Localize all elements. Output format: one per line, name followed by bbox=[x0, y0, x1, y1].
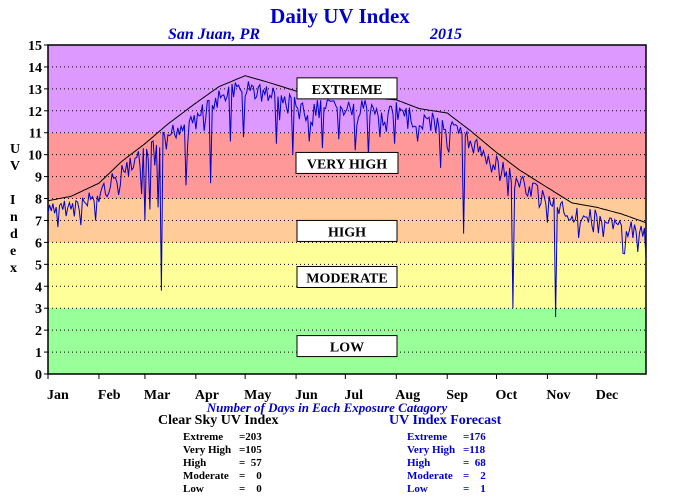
band-label-high: HIGH bbox=[328, 225, 366, 240]
forecast-heading: UV Index Forecast bbox=[389, 413, 502, 428]
y-tick-label: 3 bbox=[35, 302, 42, 317]
stat-value: = 1 bbox=[463, 483, 486, 495]
month-label: Aug bbox=[395, 388, 420, 403]
stat-value: = 2 bbox=[463, 470, 486, 482]
y-axis-label-letter: e bbox=[10, 244, 17, 259]
stat-row: Extreme =176 bbox=[407, 431, 486, 444]
stat-value: = 68 bbox=[463, 457, 486, 469]
y-tick-label: 11 bbox=[29, 127, 42, 142]
stat-value: =118 bbox=[463, 444, 486, 456]
y-axis-label-letter: n bbox=[10, 210, 18, 225]
y-axis-label-letter: U bbox=[10, 142, 21, 157]
stat-row: Moderate = 0 bbox=[183, 470, 262, 483]
clear-sky-stats: Extreme =203 Very High =105 High = 57 Moderate… bbox=[183, 431, 262, 496]
band-label-extreme: EXTREME bbox=[312, 83, 383, 98]
stat-label: High bbox=[183, 457, 207, 469]
stat-value: = 0 bbox=[239, 483, 262, 495]
stat-label: High bbox=[407, 457, 431, 469]
y-tick-label: 5 bbox=[35, 258, 42, 273]
month-label: Jul bbox=[344, 388, 363, 403]
band-label-box bbox=[296, 219, 398, 242]
month-label: Mar bbox=[144, 388, 170, 403]
y-tick-label: 8 bbox=[35, 193, 42, 208]
y-tick-label: 10 bbox=[28, 149, 42, 164]
y-axis-label-letter: x bbox=[10, 261, 17, 276]
y-tick-label: 15 bbox=[28, 39, 42, 54]
y-tick-label: 4 bbox=[35, 280, 42, 295]
y-tick-label: 13 bbox=[28, 83, 42, 98]
stat-label: Low bbox=[183, 483, 204, 495]
band-label-box bbox=[296, 265, 398, 288]
stat-row: Very High =118 bbox=[407, 444, 486, 457]
stat-value: = 57 bbox=[239, 457, 262, 469]
y-axis-label-letter: d bbox=[10, 227, 18, 242]
stat-value: =105 bbox=[239, 444, 262, 456]
month-label: Sep bbox=[446, 388, 468, 403]
month-label: Jun bbox=[295, 388, 318, 403]
stat-label: Extreme bbox=[407, 431, 448, 443]
month-label: Apr bbox=[195, 388, 219, 403]
band-label-box bbox=[295, 151, 399, 174]
month-label: May bbox=[244, 388, 271, 403]
stat-label: Very High bbox=[183, 444, 232, 456]
y-axis-label-letter: V bbox=[10, 159, 21, 174]
y-axis-label-letter: I bbox=[10, 193, 16, 208]
forecast-stats: Extreme =176 Very High =118 High = 68 Moderate… bbox=[407, 431, 486, 496]
stat-row: Low = 1 bbox=[407, 483, 486, 496]
clear-sky-heading: Clear Sky UV Index bbox=[158, 413, 279, 428]
y-tick-label: 6 bbox=[35, 236, 42, 251]
month-label: Feb bbox=[98, 388, 121, 403]
y-tick-label: 9 bbox=[35, 171, 42, 186]
chart-title: Daily UV Index bbox=[270, 4, 410, 28]
stat-row: Extreme =203 bbox=[183, 431, 262, 444]
month-label: Dec bbox=[596, 388, 619, 403]
band-label-moderate: MODERATE bbox=[306, 271, 387, 286]
y-tick-label: 7 bbox=[35, 214, 42, 229]
location-label: San Juan, PR bbox=[168, 26, 261, 43]
stat-row: Low = 0 bbox=[183, 483, 262, 496]
stat-value: = 0 bbox=[239, 470, 262, 482]
stat-label: Extreme bbox=[183, 431, 224, 443]
y-tick-label: 1 bbox=[35, 346, 42, 361]
stat-row: Very High =105 bbox=[183, 444, 262, 457]
band-label-box bbox=[296, 335, 398, 358]
y-tick-label: 12 bbox=[28, 105, 42, 120]
band-label-very-high: VERY HIGH bbox=[307, 157, 387, 172]
stat-value: =176 bbox=[463, 431, 486, 443]
stat-row: Moderate = 2 bbox=[407, 470, 486, 483]
forecast-line bbox=[47, 81, 647, 318]
band-label-box bbox=[296, 77, 398, 100]
x-axis-title: Number of Days in Each Exposure Catagory bbox=[206, 400, 448, 415]
plot-border bbox=[47, 44, 647, 375]
band-label-low: LOW bbox=[330, 341, 364, 356]
stat-label: Low bbox=[407, 483, 428, 495]
stat-row: High = 68 bbox=[407, 457, 486, 470]
stat-label: Moderate bbox=[407, 470, 453, 482]
stat-row: High = 57 bbox=[183, 457, 262, 470]
y-tick-label: 2 bbox=[35, 324, 42, 339]
month-label: Oct bbox=[496, 388, 518, 403]
stat-label: Moderate bbox=[183, 470, 229, 482]
stat-label: Very High bbox=[407, 444, 456, 456]
y-tick-label: 0 bbox=[35, 368, 42, 383]
stat-value: =203 bbox=[239, 431, 262, 443]
y-tick-label: 14 bbox=[28, 61, 42, 76]
month-label: Jan bbox=[47, 388, 69, 403]
month-label: Nov bbox=[546, 388, 570, 403]
year-label: 2015 bbox=[430, 26, 462, 43]
